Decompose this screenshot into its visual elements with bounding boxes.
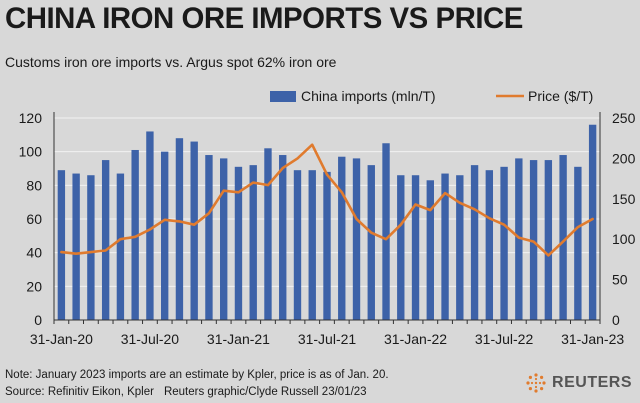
source-line: Source: Refinitiv Eikon, Kpler Reuters gr… xyxy=(5,386,367,398)
reuters-logo: REUTERS xyxy=(525,372,632,394)
bar-layer xyxy=(57,124,597,320)
bar xyxy=(338,156,346,320)
bar xyxy=(397,175,405,320)
bar xyxy=(190,141,198,320)
chart-title: CHINA IRON ORE IMPORTS VS PRICE xyxy=(5,2,523,35)
bar xyxy=(544,160,553,320)
bar xyxy=(323,171,331,320)
y-right-tick-label: 0 xyxy=(612,312,620,328)
bar xyxy=(485,170,494,320)
y-left-tick-label: 80 xyxy=(26,177,42,193)
bar xyxy=(456,175,464,320)
chart-svg: 0 20 40 60 80 100 120 0 50 100 150 200 250 31-Jan-20 3… xyxy=(19,88,636,347)
reuters-dots-icon xyxy=(526,373,546,393)
bar xyxy=(234,166,243,320)
x-tick-label: 31-Jan-23 xyxy=(561,331,624,347)
x-tick-label: 31-Jul-21 xyxy=(298,331,357,347)
bar xyxy=(57,170,66,320)
axis-layer: 0 20 40 60 80 100 120 0 50 100 150 200 250 31-Jan-20 3… xyxy=(19,110,636,347)
bar xyxy=(500,166,508,320)
price-series-line xyxy=(60,143,594,257)
credit-text: Reuters graphic/Clyde Russell 23/01/23 xyxy=(163,386,367,398)
legend: China imports (mln/T) Price ($/T) xyxy=(270,88,593,104)
y-left-tick-label: 100 xyxy=(19,144,43,160)
bar xyxy=(411,175,420,320)
y-left-tick-label: 20 xyxy=(26,278,42,294)
bar xyxy=(264,148,272,320)
bar xyxy=(160,151,169,320)
y-right-tick-label: 50 xyxy=(612,272,628,288)
bar xyxy=(116,173,125,320)
y-right-tick-label: 150 xyxy=(612,191,636,207)
legend-label-price: Price ($/T) xyxy=(528,88,593,104)
y-left-tick-label: 60 xyxy=(26,211,42,227)
bar xyxy=(293,170,302,320)
y-left-tick-label: 120 xyxy=(19,110,43,126)
y-right-tick-label: 100 xyxy=(612,231,636,247)
legend-label-imports: China imports (mln/T) xyxy=(301,88,436,104)
bar xyxy=(515,158,523,320)
bar xyxy=(308,170,316,320)
bar xyxy=(175,138,184,320)
bar xyxy=(87,175,95,320)
bar xyxy=(367,165,375,320)
footnote: Note: January 2023 imports are an estima… xyxy=(5,369,389,381)
chart-area: 0 20 40 60 80 100 120 0 50 100 150 200 250 31-Jan-20 3… xyxy=(0,80,640,360)
bar xyxy=(279,155,287,320)
bar xyxy=(146,131,154,320)
line-layer xyxy=(60,143,594,257)
x-tick-label: 31-Jan-21 xyxy=(207,331,270,347)
bar xyxy=(574,166,582,320)
bar xyxy=(220,158,228,320)
x-tick-label: 31-Jul-22 xyxy=(475,331,534,347)
bar xyxy=(588,124,597,320)
bar xyxy=(101,160,110,320)
bar xyxy=(382,143,390,320)
x-tick-label: 31-Jan-20 xyxy=(30,331,93,347)
x-tick-label: 31-Jan-22 xyxy=(384,331,447,347)
legend-swatch-imports xyxy=(270,91,296,102)
bar xyxy=(559,155,567,320)
bar xyxy=(470,165,479,320)
bar xyxy=(352,158,361,320)
chart-subtitle: Customs iron ore imports vs. Argus spot … xyxy=(5,54,337,70)
bar xyxy=(205,155,213,320)
y-left-tick-label: 40 xyxy=(26,245,42,261)
bar xyxy=(426,180,434,320)
y-left-tick-label: 0 xyxy=(34,312,42,328)
bar xyxy=(249,165,257,320)
y-right-tick-label: 250 xyxy=(612,110,636,126)
source-text: Source: Refinitiv Eikon, Kpler xyxy=(5,386,154,398)
logo-text: REUTERS xyxy=(552,374,632,391)
x-tick-label: 31-Jul-20 xyxy=(121,331,180,347)
y-right-tick-label: 200 xyxy=(612,150,636,166)
bar xyxy=(529,160,538,320)
bar xyxy=(72,173,80,320)
bar xyxy=(131,149,139,320)
bar xyxy=(441,173,449,320)
